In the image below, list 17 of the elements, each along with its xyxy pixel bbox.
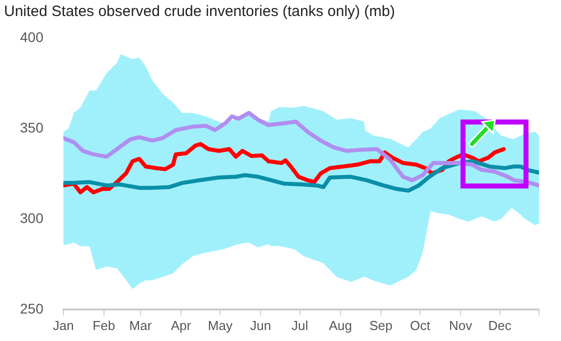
x-tick-label: Feb (92, 318, 116, 333)
x-tick-label: Apr (170, 318, 192, 333)
x-tick-label: Mar (129, 318, 152, 333)
x-tick-label: Nov (449, 318, 473, 333)
x-tick-label: Sep (369, 318, 392, 333)
x-tick-label: Jan (52, 318, 74, 333)
x-tick-label: Jul (292, 318, 308, 333)
x-tick-label: Jun (250, 318, 272, 333)
y-tick-label: 400 (20, 28, 44, 45)
x-tick-label: Oct (410, 318, 431, 333)
x-tick-label: May (208, 318, 233, 333)
x-tick-label: Dec (488, 318, 512, 333)
y-tick-label: 300 (20, 210, 44, 226)
chart-title: United States observed crude inventories (tanks only) (mb) (4, 3, 396, 20)
x-tick-label: Aug (328, 318, 352, 333)
y-tick-label: 350 (20, 119, 44, 136)
y-tick-label: 250 (20, 300, 44, 316)
